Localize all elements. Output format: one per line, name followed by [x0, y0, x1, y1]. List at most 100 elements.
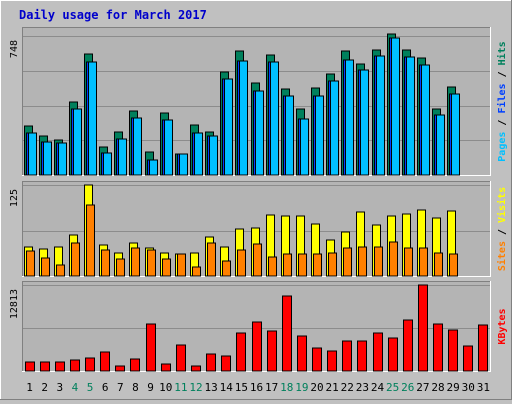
bar-sites: [268, 256, 277, 277]
bar-sites-fill: [26, 250, 35, 277]
bar-sites-fill: [328, 252, 337, 277]
panel-hits-files-pages: 748 Pages / Files / Hits: [9, 27, 508, 176]
bar-pages: [421, 64, 430, 176]
bar-kbytes: [176, 344, 186, 372]
bar-kbytes: [40, 361, 50, 372]
x-tick-label: 27: [416, 381, 429, 394]
bar-pages-fill: [270, 61, 279, 176]
bar-sites: [56, 264, 65, 277]
legend-visits-sites: Sites / Visits: [496, 187, 508, 271]
bar-kbytes-fill: [146, 323, 156, 372]
x-tick-label: 12: [189, 381, 202, 394]
bar-sites-fill: [343, 247, 352, 277]
x-tick-label: 8: [132, 381, 139, 394]
bar-pages-fill: [224, 78, 233, 176]
bar-kbytes: [206, 353, 216, 372]
bar-sites-fill: [147, 249, 156, 277]
bar-kbytes: [236, 332, 246, 372]
bar-sites: [41, 257, 50, 277]
bar-kbytes-fill: [388, 337, 398, 372]
bars-visits-sites: [24, 184, 458, 277]
bar-pages-fill: [315, 95, 324, 176]
bar-kbytes: [463, 345, 473, 372]
bar-kbytes: [115, 365, 125, 372]
bar-pages: [179, 153, 188, 176]
bar-sites-fill: [131, 247, 140, 277]
bar-pages: [406, 56, 415, 176]
bar-kbytes-fill: [206, 353, 216, 372]
bar-pages: [224, 78, 233, 176]
x-tick-label: 26: [401, 381, 414, 394]
bar-kbytes: [70, 359, 80, 372]
bar-pages-fill: [73, 108, 82, 176]
bar-pages: [376, 55, 385, 176]
bar-kbytes-fill: [448, 329, 458, 372]
bar-sites: [192, 266, 201, 277]
bar-sites: [147, 249, 156, 277]
bar-kbytes-fill: [478, 324, 488, 372]
x-tick-label: 4: [72, 381, 79, 394]
legend-hits-files-pages: Pages / Files / Hits: [496, 41, 508, 161]
bar-kbytes: [25, 361, 35, 372]
x-tick-label: 20: [310, 381, 323, 394]
x-tick-label: 11: [174, 381, 187, 394]
bar-sites: [71, 242, 80, 277]
bar-pages-fill: [345, 59, 354, 176]
legend-entry: /: [497, 114, 508, 132]
bar-kbytes: [252, 321, 262, 372]
bar-kbytes-fill: [176, 344, 186, 372]
bar-pages-fill: [133, 117, 142, 176]
bar-pages: [315, 95, 324, 176]
bar-pages-fill: [239, 60, 248, 176]
bar-sites: [86, 204, 95, 277]
bar-sites-fill: [41, 257, 50, 277]
bar-kbytes-fill: [312, 347, 322, 372]
legend-entry: Visits: [496, 187, 508, 223]
x-tick-label: 7: [117, 381, 124, 394]
bar-sites: [222, 260, 231, 277]
bar-pages: [73, 108, 82, 176]
bar-sites-fill: [449, 253, 458, 277]
bars-hits-files-pages: [24, 33, 460, 176]
bar-pages-fill: [376, 55, 385, 176]
chart-panels: 748 Pages / Files / Hits 125 Sites / Visits…: [9, 27, 508, 372]
bar-sites: [343, 247, 352, 277]
bar-kbytes-fill: [70, 359, 80, 372]
legend-entry: Pages: [497, 132, 508, 162]
x-tick-label: 1: [26, 381, 33, 394]
bar-pages-fill: [360, 69, 369, 176]
bar-sites: [237, 249, 246, 277]
bar-kbytes-fill: [236, 332, 246, 372]
bar-pages-fill: [43, 141, 52, 176]
bar-pages-fill: [451, 93, 460, 176]
bar-kbytes: [478, 324, 488, 372]
bar-kbytes-fill: [463, 345, 473, 372]
bar-pages-fill: [391, 37, 400, 176]
bar-kbytes-fill: [267, 330, 277, 372]
bar-pages: [239, 60, 248, 176]
bar-pages-fill: [436, 114, 445, 176]
bar-pages-fill: [118, 138, 127, 176]
x-tick-label: 21: [326, 381, 339, 394]
bar-kbytes-fill: [433, 323, 443, 372]
bar-sites-fill: [313, 253, 322, 277]
x-tick-label: 29: [447, 381, 460, 394]
bar-sites: [358, 246, 367, 277]
legend-entry: /: [497, 223, 508, 241]
y-max-label: 748: [9, 40, 20, 58]
bar-sites-fill: [268, 256, 277, 277]
bar-sites-fill: [358, 246, 367, 277]
bar-pages-fill: [421, 64, 430, 176]
chart-title: Daily usage for March 2017: [19, 8, 207, 22]
bar-kbytes-fill: [403, 319, 413, 372]
bar-pages-fill: [330, 80, 339, 176]
bar-pages-fill: [179, 153, 188, 176]
bar-pages-fill: [88, 61, 97, 176]
bar-kbytes-fill: [55, 361, 65, 372]
bar-kbytes: [342, 340, 352, 372]
x-tick-label: 30: [462, 381, 475, 394]
x-tick-label: 18: [280, 381, 293, 394]
bar-sites: [162, 258, 171, 277]
bar-kbytes: [373, 332, 383, 372]
panel-visits-sites: 125 Sites / Visits: [9, 181, 508, 277]
